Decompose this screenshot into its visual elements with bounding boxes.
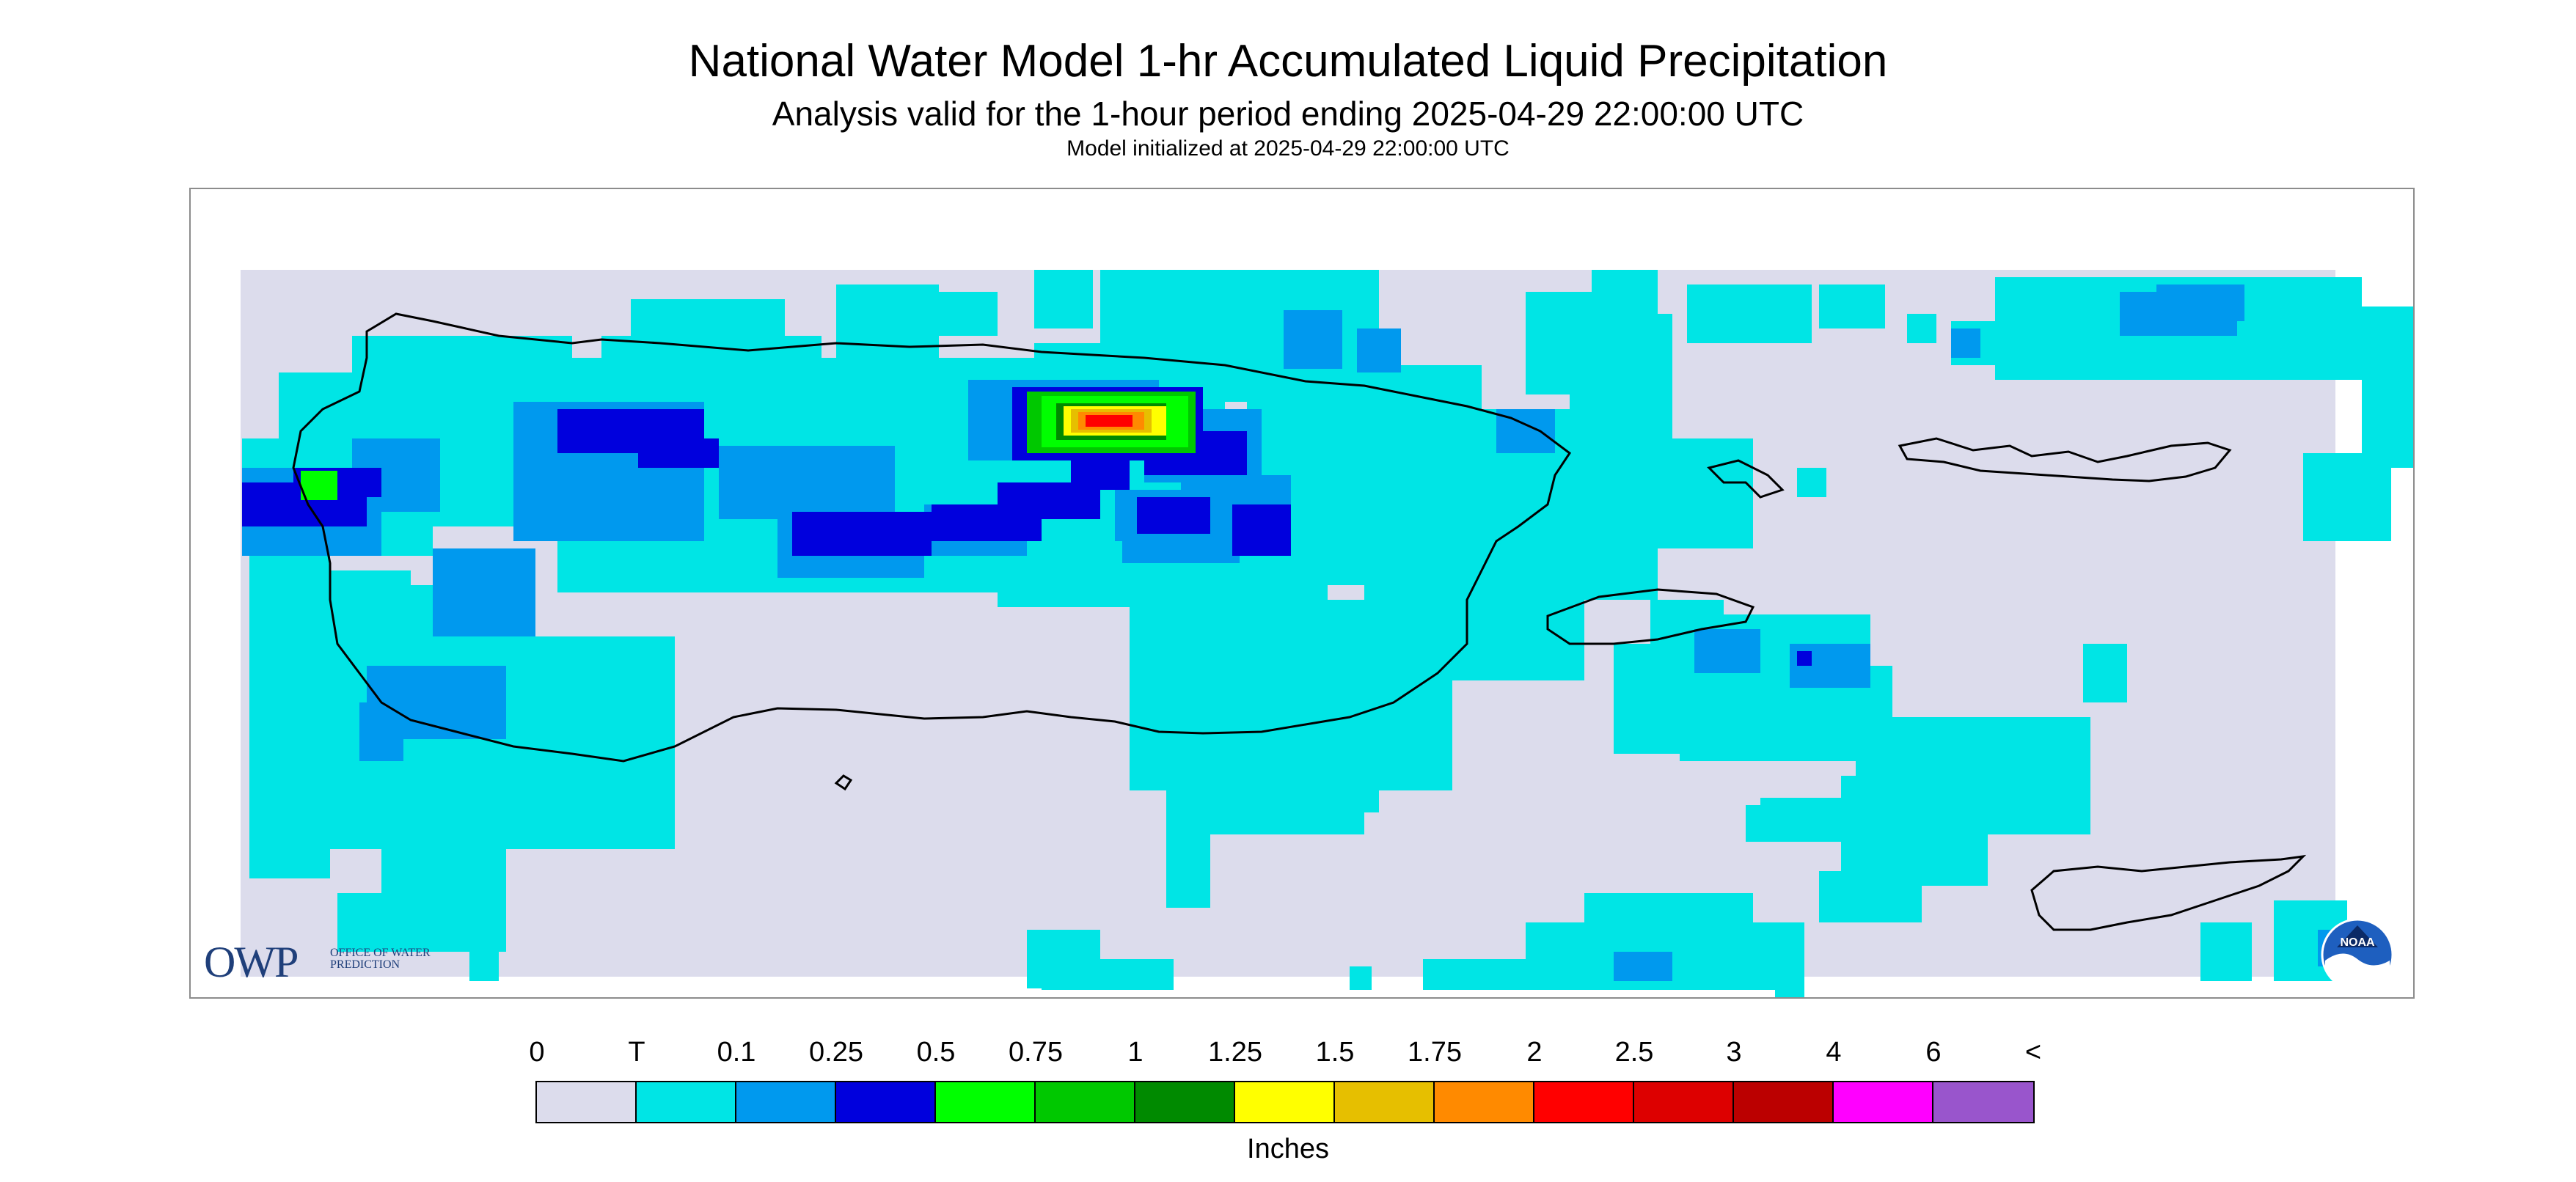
legend-tick-label: 0.1 <box>717 1037 756 1068</box>
legend-tick-label: 3 <box>1726 1037 1742 1068</box>
st-croix-coastline <box>2030 854 2307 931</box>
legend-tick-label: 1.25 <box>1208 1037 1262 1068</box>
legend-color-bar <box>535 1081 2035 1123</box>
legend-swatch-14 <box>1933 1082 2033 1122</box>
virgin-islands-north-coastline <box>1898 437 2232 482</box>
puerto-rico-coastline <box>292 312 1572 763</box>
legend-swatch-10 <box>1534 1082 1634 1122</box>
legend-swatch-1 <box>637 1082 736 1122</box>
legend-swatch-9 <box>1435 1082 1534 1122</box>
coastlines <box>292 312 2307 931</box>
legend-swatch-3 <box>836 1082 936 1122</box>
legend-tick-label: 0.75 <box>1009 1037 1063 1068</box>
map-subtitle: Analysis valid for the 1-hour period end… <box>772 95 1804 133</box>
legend-swatch-2 <box>736 1082 836 1122</box>
legend-tick-label: 1.75 <box>1408 1037 1462 1068</box>
legend-tick-label: < <box>2024 1037 2042 1068</box>
legend-swatch-13 <box>1834 1082 1933 1122</box>
legend-tick-label: 0.5 <box>916 1037 956 1068</box>
color-legend: 0 T 0.1 0.25 0.5 0.75 1 1.25 1.5 1.75 2 2.5 3 4 6 < Inc… <box>0 1019 2576 1182</box>
legend-tick-label: 1.5 <box>1315 1037 1355 1068</box>
legend-swatch-4 <box>936 1082 1036 1122</box>
map-title: National Water Model 1-hr Accumulated Li… <box>688 36 1888 87</box>
model-init-text: Model initialized at 2025-04-29 22:00:00… <box>1066 136 1510 161</box>
legend-tick-label: 4 <box>1826 1037 1842 1068</box>
owp-logo: OWP Office of Water Prediction <box>204 936 453 987</box>
legend-tick-label: T <box>628 1037 645 1068</box>
vieques-coastline <box>1546 588 1755 645</box>
owp-logo-subtitle: Office of Water Prediction <box>330 947 431 971</box>
legend-swatch-5 <box>1036 1082 1135 1122</box>
noaa-logo-text: NOAA <box>2340 936 2375 949</box>
legend-tick-label: 2.5 <box>1614 1037 1654 1068</box>
legend-swatch-0 <box>537 1082 637 1122</box>
legend-tick-label: 2 <box>1526 1037 1543 1068</box>
legend-tick-label: 0 <box>529 1037 545 1068</box>
legend-swatch-6 <box>1135 1082 1235 1122</box>
legend-units: Inches <box>1247 1134 1329 1164</box>
precip-dark-blue-cells <box>242 387 1812 666</box>
legend-tick-label: 0.25 <box>809 1037 863 1068</box>
noaa-logo: NOAA <box>2321 918 2394 991</box>
precip-green-cells <box>301 392 1196 500</box>
legend-swatch-11 <box>1634 1082 1734 1122</box>
legend-swatch-12 <box>1734 1082 1834 1122</box>
legend-tick-label: 6 <box>1925 1037 1942 1068</box>
map-panel: OWP Office of Water Prediction NOAA <box>189 188 2415 999</box>
small-islet <box>834 774 853 791</box>
legend-tick-label: 1 <box>1127 1037 1144 1068</box>
precip-map <box>241 270 2413 997</box>
legend-swatch-7 <box>1235 1082 1335 1122</box>
legend-swatch-8 <box>1335 1082 1435 1122</box>
culebra-coastline <box>1707 459 1785 499</box>
owp-logo-letters: OWP <box>204 938 299 986</box>
